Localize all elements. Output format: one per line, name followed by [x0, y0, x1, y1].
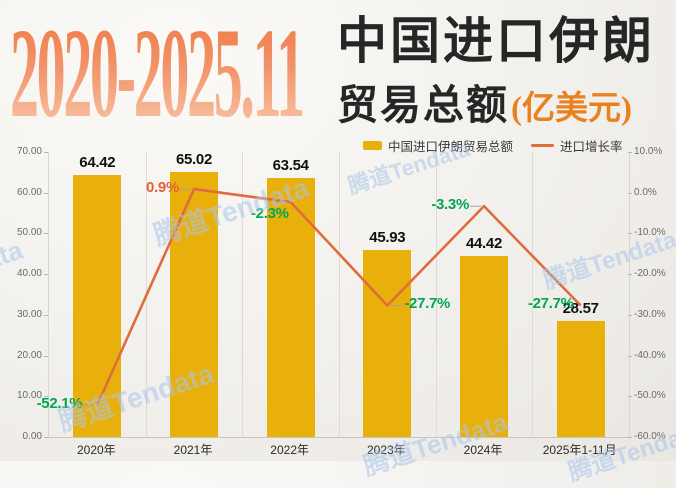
- right-axis-tickmark: [628, 437, 632, 438]
- bar: [170, 172, 218, 437]
- left-axis-tickmark: [44, 314, 48, 316]
- plot-area: 64.42 65.02 63.54 45.93 44.42 28.57 -52.1% 0.9%…: [37, 151, 630, 438]
- title-main: 中国进口伊朗: [337, 13, 655, 69]
- bar-value-label: 63.54: [272, 157, 309, 175]
- bar-value-label: 44.42: [465, 235, 503, 253]
- rate-label: -27.7%: [404, 295, 451, 313]
- right-axis-tickmark: [628, 192, 632, 194]
- left-axis-tick-label: 60.00: [16, 186, 42, 198]
- growth-line: [96, 187, 582, 406]
- legend-item-bar: 中国进口伊朗贸易总额: [363, 136, 513, 155]
- bar-value-label: 45.93: [369, 228, 406, 246]
- left-axis-tick-label: 0.00: [22, 431, 42, 442]
- bar-swatch-icon: [363, 141, 382, 150]
- bar: [266, 178, 315, 437]
- left-axis-tick-label: 50.00: [16, 227, 42, 239]
- left-axis-tick-label: 30.00: [16, 308, 42, 320]
- title-unit: (亿美元): [511, 91, 632, 127]
- right-axis-tickmark: [628, 314, 632, 316]
- legend-label-bar: 中国进口伊朗贸易总额: [388, 140, 514, 154]
- x-axis-label: 2025年1-11月: [542, 443, 617, 457]
- title-period: 2020-2025.11: [10, 2, 305, 145]
- left-axis-tickmark: [44, 355, 48, 357]
- category-gridline: [532, 152, 534, 437]
- x-axis-label: 2021年: [173, 443, 213, 457]
- bar: [460, 256, 508, 437]
- right-axis-tick-label: 10.0%: [634, 146, 663, 157]
- rate-label: -52.1%: [36, 394, 83, 412]
- bar-value-label: 65.02: [175, 151, 213, 169]
- growth-line-chart: [83, 187, 582, 406]
- legend-item-line: 进口增长率: [531, 136, 623, 155]
- x-axis-label: 2023年: [366, 443, 406, 457]
- rate-label: -3.3%: [431, 196, 469, 214]
- x-axis-label: 2022年: [270, 443, 310, 457]
- title-sub: 贸易总额: [337, 82, 509, 128]
- right-axis-tickmark: [628, 233, 632, 235]
- rate-label: -2.3%: [250, 205, 289, 223]
- right-axis-tickmark: [628, 152, 632, 153]
- rate-label: 0.9%: [146, 179, 179, 197]
- bar-value-label: 64.42: [79, 153, 116, 171]
- legend-label-line: 进口增长率: [560, 140, 623, 154]
- rate-label: -27.7%: [527, 295, 574, 313]
- bar: [556, 320, 605, 437]
- category-gridline: [242, 152, 244, 437]
- bar-value-label: 28.57: [562, 299, 599, 317]
- left-axis-tickmark: [44, 437, 48, 438]
- left-axis-tick-label: 40.00: [16, 268, 42, 280]
- right-axis-tick-label: -60.0%: [634, 431, 666, 442]
- category-gridline: [339, 152, 340, 437]
- left-axis-tick-label: 20.00: [16, 349, 42, 361]
- legend: 中国进口伊朗贸易总额 进口增长率: [363, 136, 623, 155]
- left-axis-tickmark: [44, 192, 48, 194]
- right-axis-tickmark: [628, 396, 632, 398]
- x-axis-label: 2024年: [463, 443, 503, 457]
- left-axis-tickmark: [44, 152, 48, 153]
- right-axis-tick-label: 0.0%: [634, 186, 657, 198]
- left-axis-tick-label: 10.00: [16, 390, 42, 402]
- line-swatch-icon: [531, 144, 555, 147]
- title-block: 中国进口伊朗 贸易总额 (亿美元): [337, 12, 655, 131]
- right-axis-tick-label: -30.0%: [634, 308, 666, 320]
- right-axis-tick-label: -10.0%: [634, 227, 666, 239]
- left-axis-tickmark: [44, 233, 48, 235]
- bar: [73, 174, 122, 437]
- x-axis-label: 2020年: [76, 443, 116, 457]
- category-gridline: [435, 152, 437, 437]
- left-axis-tickmark: [44, 396, 48, 398]
- left-axis-tick-label: 70.00: [16, 146, 42, 157]
- right-axis-tickmark: [628, 355, 632, 357]
- right-axis-tick-label: -50.0%: [634, 390, 666, 402]
- left-axis-tickmark: [44, 274, 48, 276]
- right-axis-tick-label: -40.0%: [634, 349, 666, 361]
- bar: [363, 250, 412, 437]
- right-axis-tick-label: -20.0%: [634, 268, 666, 280]
- right-axis-tickmark: [628, 274, 632, 276]
